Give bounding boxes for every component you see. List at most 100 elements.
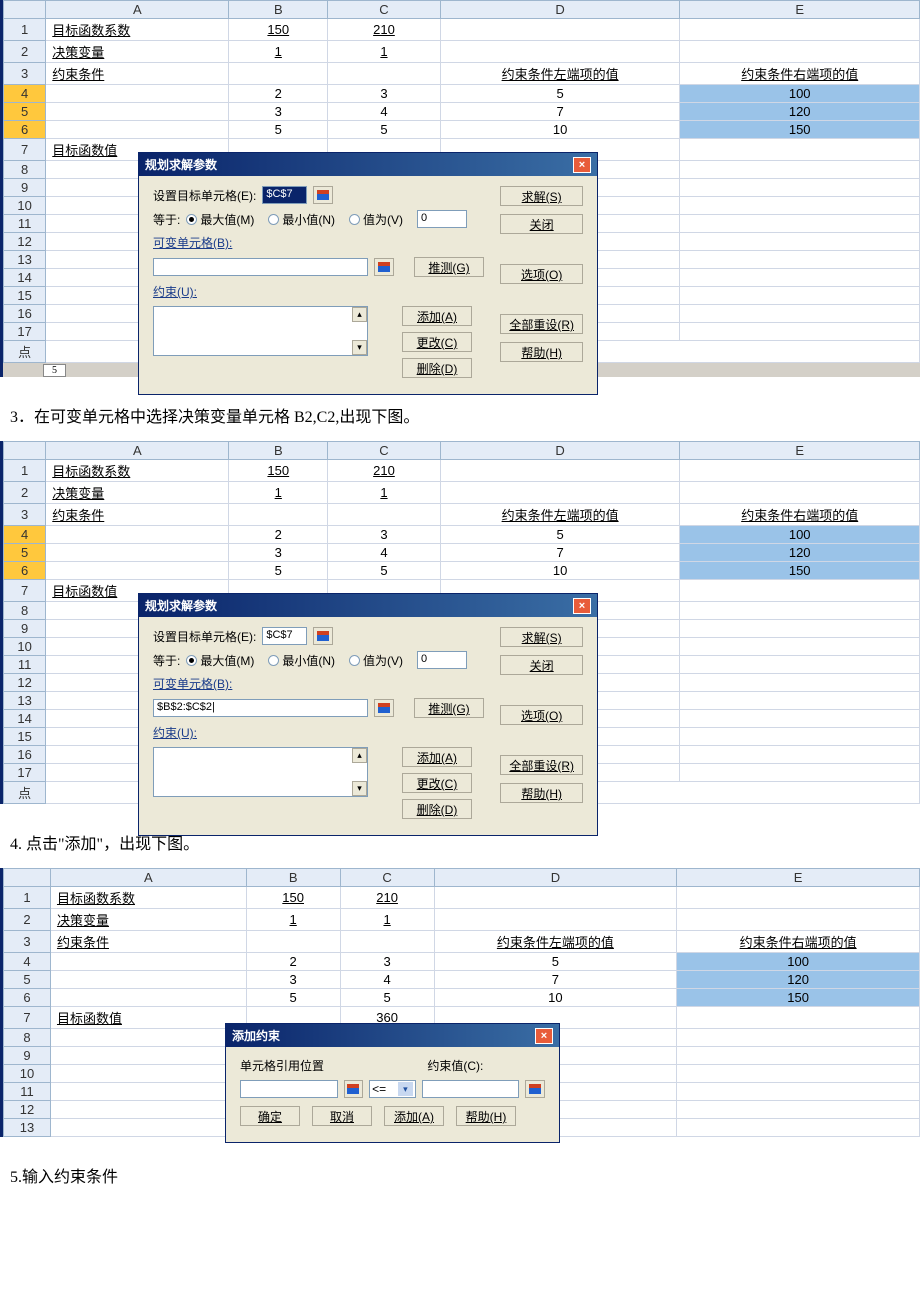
- row-header[interactable]: 12: [4, 1101, 51, 1119]
- cell[interactable]: 约束条件右端项的值: [677, 931, 920, 953]
- cell[interactable]: [46, 103, 229, 121]
- cell[interactable]: [50, 1083, 246, 1101]
- cell[interactable]: [680, 19, 920, 41]
- cell[interactable]: 150: [680, 121, 920, 139]
- cell[interactable]: 3: [229, 544, 328, 562]
- cell[interactable]: 约束条件右端项的值: [680, 504, 920, 526]
- cell[interactable]: [680, 215, 920, 233]
- cell[interactable]: [328, 63, 441, 85]
- row-header[interactable]: 3: [4, 931, 51, 953]
- cell[interactable]: 120: [680, 544, 920, 562]
- col-header-e[interactable]: E: [677, 869, 920, 887]
- cell[interactable]: 3: [229, 103, 328, 121]
- cell[interactable]: 120: [677, 971, 920, 989]
- cell[interactable]: [50, 1047, 246, 1065]
- ref-button[interactable]: [313, 186, 333, 204]
- cell[interactable]: 3: [246, 971, 340, 989]
- cell[interactable]: [680, 287, 920, 305]
- add-button[interactable]: 添加(A): [402, 306, 472, 326]
- row-header[interactable]: 3: [4, 504, 46, 526]
- cell[interactable]: 1: [328, 482, 441, 504]
- cell-ref-input[interactable]: [240, 1080, 338, 1098]
- help-button[interactable]: 帮助(H): [500, 342, 583, 362]
- col-header-a[interactable]: A: [46, 442, 229, 460]
- radio-max[interactable]: 最大值(M): [186, 211, 254, 228]
- cell[interactable]: [328, 504, 441, 526]
- cell[interactable]: [677, 1065, 920, 1083]
- col-header-d[interactable]: D: [440, 1, 680, 19]
- col-header-c[interactable]: C: [328, 442, 441, 460]
- help-button[interactable]: 帮助(H): [456, 1106, 516, 1126]
- cell[interactable]: [677, 887, 920, 909]
- row-header[interactable]: 9: [4, 620, 46, 638]
- row-header[interactable]: 5: [4, 971, 51, 989]
- row-header[interactable]: 7: [4, 139, 46, 161]
- cell[interactable]: [677, 1007, 920, 1029]
- row-header[interactable]: 2: [4, 909, 51, 931]
- radio-val[interactable]: 值为(V): [349, 211, 403, 228]
- cell[interactable]: [677, 1083, 920, 1101]
- delete-button[interactable]: 删除(D): [402, 799, 472, 819]
- cell[interactable]: 150: [246, 887, 340, 909]
- cell[interactable]: 3: [340, 953, 434, 971]
- change-button[interactable]: 更改(C): [402, 773, 472, 793]
- cell[interactable]: 120: [680, 103, 920, 121]
- cell[interactable]: 150: [680, 562, 920, 580]
- row-header[interactable]: 1: [4, 887, 51, 909]
- cell[interactable]: [677, 909, 920, 931]
- cell[interactable]: 1: [340, 909, 434, 931]
- ref-button[interactable]: [525, 1080, 545, 1098]
- cell[interactable]: [680, 692, 920, 710]
- cell[interactable]: [680, 179, 920, 197]
- cell[interactable]: [680, 233, 920, 251]
- radio-min[interactable]: 最小值(N): [268, 652, 335, 669]
- cell[interactable]: 150: [229, 19, 328, 41]
- cell[interactable]: [680, 764, 920, 782]
- row-header[interactable]: 2: [4, 482, 46, 504]
- constraint-list[interactable]: ▴ ▾: [153, 306, 368, 356]
- row-header[interactable]: 2: [4, 41, 46, 63]
- dialog-titlebar[interactable]: 规划求解参数 ×: [139, 594, 597, 617]
- row-header[interactable]: 7: [4, 1007, 51, 1029]
- row-header[interactable]: 17: [4, 323, 46, 341]
- cell[interactable]: 150: [229, 460, 328, 482]
- cell[interactable]: [46, 85, 229, 103]
- corner-cell[interactable]: [4, 1, 46, 19]
- ref-button[interactable]: [374, 258, 394, 276]
- cell[interactable]: 210: [328, 460, 441, 482]
- cell[interactable]: [340, 931, 434, 953]
- row-header[interactable]: 15: [4, 728, 46, 746]
- cell[interactable]: 约束条件: [46, 63, 229, 85]
- cell[interactable]: 1: [328, 41, 441, 63]
- cell[interactable]: [680, 460, 920, 482]
- row-header[interactable]: 16: [4, 746, 46, 764]
- cell[interactable]: 5: [434, 953, 677, 971]
- cell[interactable]: 决策变量: [46, 41, 229, 63]
- cell[interactable]: [677, 1101, 920, 1119]
- cell[interactable]: [50, 1065, 246, 1083]
- cell[interactable]: [680, 269, 920, 287]
- cell[interactable]: 目标函数值: [50, 1007, 246, 1029]
- scroll-up-icon[interactable]: ▴: [352, 748, 367, 763]
- cell[interactable]: 4: [328, 103, 441, 121]
- close-icon[interactable]: ×: [573, 598, 591, 614]
- row-header[interactable]: 16: [4, 305, 46, 323]
- cell[interactable]: [46, 526, 229, 544]
- cell[interactable]: [680, 602, 920, 620]
- col-header-b[interactable]: B: [246, 869, 340, 887]
- cell[interactable]: 100: [680, 85, 920, 103]
- sheet-tab[interactable]: 5: [43, 364, 66, 377]
- cell[interactable]: 2: [246, 953, 340, 971]
- changing-input[interactable]: $B$2:$C$2|: [153, 699, 368, 717]
- row-header[interactable]: 13: [4, 1119, 51, 1137]
- cell[interactable]: 5: [340, 989, 434, 1007]
- operator-select[interactable]: <=▾: [369, 1080, 416, 1098]
- cell[interactable]: 5: [328, 121, 441, 139]
- cell[interactable]: 约束条件右端项的值: [680, 63, 920, 85]
- cell[interactable]: 4: [340, 971, 434, 989]
- row-header[interactable]: 8: [4, 161, 46, 179]
- row-header[interactable]: 5: [4, 103, 46, 121]
- cell[interactable]: [50, 989, 246, 1007]
- cell[interactable]: 3: [328, 526, 441, 544]
- guess-button[interactable]: 推测(G): [414, 257, 484, 277]
